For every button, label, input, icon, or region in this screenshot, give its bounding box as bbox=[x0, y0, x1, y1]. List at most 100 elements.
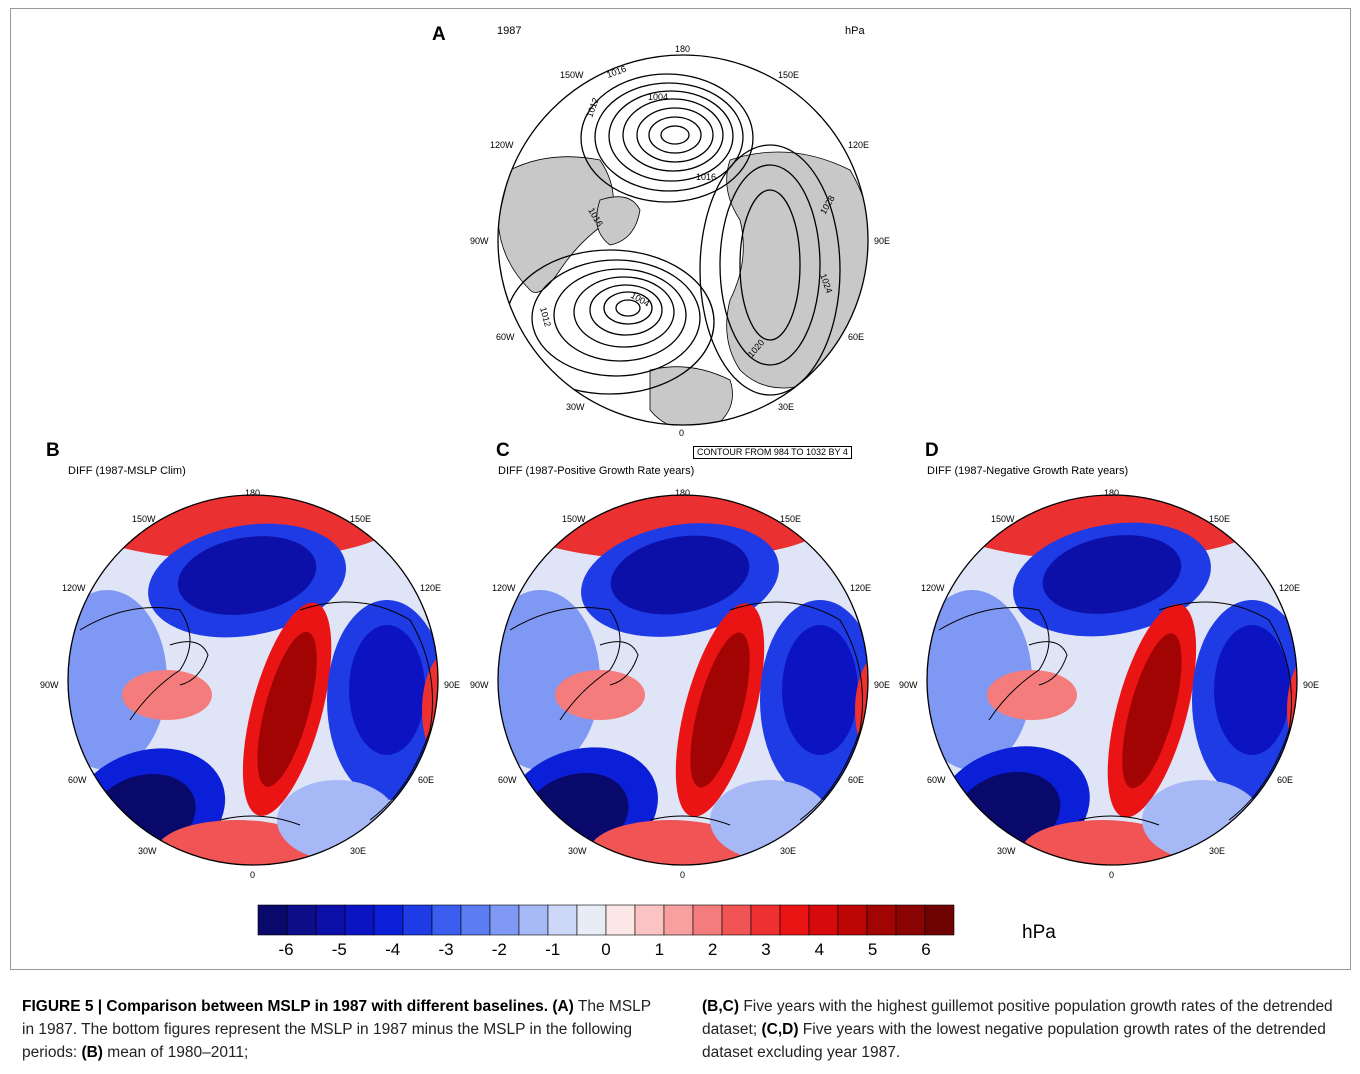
colorbar-swatch bbox=[460, 904, 491, 936]
anomaly-region bbox=[1214, 625, 1290, 755]
longitude-label: 120W bbox=[62, 583, 86, 593]
svg-text:0: 0 bbox=[679, 428, 684, 438]
longitude-label: 150E bbox=[350, 514, 371, 524]
colorbar-swatch bbox=[547, 904, 578, 936]
colorbar-tick-label: -5 bbox=[331, 940, 347, 959]
colorbar-tick-label: 5 bbox=[867, 940, 878, 959]
anomaly-region bbox=[710, 780, 830, 860]
anomaly-region bbox=[1042, 535, 1182, 614]
panel-b-letter: B bbox=[46, 440, 60, 461]
caption-ref-b: (B) bbox=[81, 1044, 103, 1061]
land-north-america bbox=[498, 156, 614, 293]
caption-ref-cd: (C,D) bbox=[761, 1021, 799, 1038]
longitude-label: 0 bbox=[1109, 870, 1114, 880]
longitude-label: 120W bbox=[492, 583, 516, 593]
anomaly-region bbox=[277, 780, 397, 860]
panel-c-letter: C bbox=[496, 440, 510, 461]
svg-text:180: 180 bbox=[675, 44, 690, 54]
caption-left: FIGURE 5 | Comparison between MSLP in 19… bbox=[22, 995, 662, 1064]
longitude-label: 60W bbox=[927, 775, 946, 785]
panel-a-letter: A bbox=[432, 24, 446, 45]
colorbar-swatch bbox=[315, 904, 346, 936]
anomaly-region bbox=[610, 535, 750, 615]
longitude-label: 120E bbox=[1279, 583, 1300, 593]
longitude-label: 90W bbox=[40, 680, 59, 690]
svg-text:120W: 120W bbox=[490, 140, 514, 150]
colorbar-swatch bbox=[779, 904, 810, 936]
svg-text:90E: 90E bbox=[874, 236, 890, 246]
contours-siberian-high bbox=[699, 144, 841, 396]
longitude-label: 180 bbox=[675, 488, 690, 498]
panel-d-map: 180 150W 150E 120W 120E 90W 90E 60W 60E 30W 30E 0 bbox=[899, 488, 1319, 880]
longitude-label: 120E bbox=[850, 583, 871, 593]
longitude-label: 120W bbox=[921, 583, 945, 593]
anomaly-region bbox=[555, 670, 645, 720]
longitude-label: 60W bbox=[498, 775, 517, 785]
longitude-label: 30E bbox=[1209, 846, 1225, 856]
colorbar-tick-label: -3 bbox=[438, 940, 454, 959]
svg-text:120E: 120E bbox=[848, 140, 869, 150]
colorbar-tick-label: 1 bbox=[654, 940, 665, 959]
colorbar-swatch bbox=[257, 904, 288, 936]
longitude-label: 150W bbox=[991, 514, 1015, 524]
anomaly-region bbox=[68, 590, 167, 770]
longitude-label: 0 bbox=[680, 870, 685, 880]
caption-text-b: mean of 1980–2011; bbox=[102, 1044, 249, 1061]
colorbar-swatch bbox=[837, 904, 868, 936]
longitude-label: 60E bbox=[1277, 775, 1293, 785]
longitude-label: 30W bbox=[997, 846, 1016, 856]
longitude-label: 30E bbox=[350, 846, 366, 856]
panel-c-map: 180 150W 150E 120W 120E 90W 90E 60W 60E 30W 30E 0 bbox=[470, 488, 890, 880]
panel-b-map: 180 150W 150E 120W 120E 90W 90E 60W 60E 30W 30E 0 bbox=[40, 488, 460, 880]
svg-text:1016: 1016 bbox=[696, 172, 716, 182]
panel-a-map: 1016 1004 1012 1016 1016 1028 1024 1004 … bbox=[470, 44, 890, 438]
colorbar-swatch bbox=[808, 904, 839, 936]
map-border bbox=[926, 494, 1298, 866]
caption-lead: FIGURE 5 | Comparison between MSLP in 19… bbox=[22, 998, 549, 1015]
anomaly-region bbox=[782, 625, 858, 755]
colorbar-tick-label: -1 bbox=[545, 940, 561, 959]
caption-ref-bc: (B,C) bbox=[702, 998, 740, 1015]
colorbar-swatch bbox=[431, 904, 462, 936]
anomaly-region bbox=[257, 631, 317, 787]
colorbar-swatch bbox=[344, 904, 375, 936]
colorbar bbox=[257, 904, 955, 936]
svg-text:150E: 150E bbox=[778, 70, 799, 80]
longitude-label: 120E bbox=[420, 583, 441, 593]
panel-d-title: DIFF (1987-Negative Growth Rate years) bbox=[927, 465, 1129, 477]
anomaly-region bbox=[122, 670, 212, 720]
anomaly-region bbox=[690, 632, 750, 788]
longitude-label: 150W bbox=[132, 514, 156, 524]
anomaly-region bbox=[1122, 633, 1182, 789]
svg-text:60W: 60W bbox=[496, 332, 515, 342]
longitude-label: 180 bbox=[1104, 488, 1119, 498]
panel-a-year: 1987 bbox=[497, 25, 522, 37]
longitude-label: 90E bbox=[1303, 680, 1319, 690]
anomaly-region bbox=[927, 590, 1032, 770]
colorbar-swatch bbox=[576, 904, 607, 936]
svg-text:150W: 150W bbox=[560, 70, 584, 80]
contour-note: CONTOUR FROM 984 TO 1032 BY 4 bbox=[693, 446, 852, 459]
longitude-label: 90W bbox=[470, 680, 489, 690]
map-border bbox=[67, 494, 439, 866]
caption-text-cd: Five years with the lowest negative popu… bbox=[702, 1021, 1326, 1061]
colorbar-tick-label: 4 bbox=[814, 940, 825, 959]
colorbar-tick-label: -2 bbox=[491, 940, 507, 959]
colorbar-swatch bbox=[489, 904, 520, 936]
svg-text:60E: 60E bbox=[848, 332, 864, 342]
colorbar-tick-label: -4 bbox=[385, 940, 401, 959]
longitude-label: 60E bbox=[418, 775, 434, 785]
colorbar-tick-label: 0 bbox=[601, 940, 611, 959]
colorbar-swatch bbox=[373, 904, 404, 936]
colorbar-tick-label: -6 bbox=[278, 940, 294, 959]
colorbar-swatch bbox=[663, 904, 694, 936]
colorbar-swatch bbox=[895, 904, 926, 936]
coastline bbox=[938, 601, 1292, 826]
caption-text-bc: Five years with the highest guillemot po… bbox=[702, 998, 1333, 1038]
colorbar-swatch bbox=[692, 904, 723, 936]
figure-frame bbox=[10, 8, 1351, 970]
colorbar-swatch bbox=[634, 904, 665, 936]
colorbar-tick-label: 2 bbox=[707, 940, 718, 959]
longitude-label: 60W bbox=[68, 775, 87, 785]
longitude-label: 90W bbox=[899, 680, 918, 690]
